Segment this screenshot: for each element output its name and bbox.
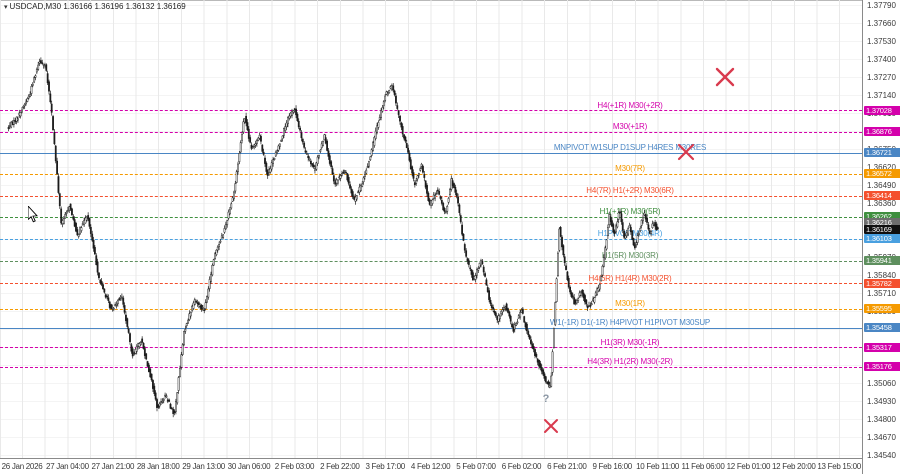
time-tick: 29 Jan 13:00 [182,462,225,471]
time-tick: 6 Feb 02:00 [501,462,542,471]
time-tick: 6 Feb 21:00 [547,462,587,471]
price-tick: 1.37400 [867,54,896,64]
time-tick: 27 Jan 21:00 [91,462,135,471]
level-label: H4(7R) H1(+2R) M30(6R) [586,186,674,195]
price-tick: 1.35710 [867,288,896,298]
price-badge: 1.35941 [864,256,900,266]
level-label: H4(6R) H1(4R) M30(2R) [588,273,672,283]
level-label: M30(7R) [615,164,645,174]
horizontal-level-line[interactable] [0,308,862,310]
chart-ohlc-values: 1.36166 1.36196 1.36132 1.36169 [63,2,186,11]
time-tick: 10 Feb 11:00 [636,462,680,471]
chart-title: ▾ USDCAD,M30 1.36166 1.36196 1.36132 1.36… [4,2,186,11]
question-marker[interactable]: ? [542,393,550,405]
chart-plot-area[interactable]: ▾ USDCAD,M30 1.36166 1.36196 1.36132 1.36… [0,0,862,458]
price-tick: 1.34930 [867,396,896,406]
price-badge: 1.35458 [864,323,900,333]
time-tick: 2 Feb 03:00 [274,462,315,471]
horizontal-level-line[interactable] [0,283,862,284]
horizontal-level-line[interactable] [0,327,862,329]
time-tick: 12 Feb 20:00 [772,462,816,471]
level-label: H1PIVOT M30(4R) [597,229,663,239]
price-badge: 1.36216 [864,218,900,228]
price-axis[interactable]: 1.37790 1.37660 1.37530 1.37400 1.37270 1.371… [862,0,900,474]
horizontal-level-line[interactable] [0,238,862,240]
price-badge: 1.35782 [864,278,900,288]
price-badge: 1.36262 [864,212,900,222]
price-tick: 1.37140 [867,90,896,100]
time-tick: 27 Jan 04:00 [46,462,89,471]
level-label: MNPIVOT W1SUP D1SUP H4RES M30RES [553,143,707,153]
time-tick: 9 Feb 16:00 [592,462,632,471]
chart-symbol-period: USDCAD,M30 [9,2,62,11]
price-badge: 1.36169 [864,224,900,234]
horizontal-level-line[interactable] [0,152,862,154]
horizontal-level-line[interactable] [0,110,862,112]
time-tick: 26 Jan 2026 [1,462,43,471]
horizontal-level-line[interactable] [0,366,862,368]
price-tick: 1.34800 [867,414,896,424]
price-tick: 1.36360 [867,198,896,208]
level-label: H1(5R) M30(3R) [601,251,659,261]
price-badge: 1.36572 [864,169,900,179]
horizontal-level-line[interactable] [0,173,862,175]
price-badge: 1.36414 [864,191,900,200]
horizontal-level-line[interactable] [0,195,862,197]
horizontal-level-line[interactable] [0,347,862,349]
time-tick: 13 Feb 15:00 [817,462,861,471]
price-badge: 1.36721 [864,148,900,158]
chart-menu-icon[interactable]: ▾ [4,4,8,11]
time-tick: 3 Feb 17:00 [365,462,405,471]
horizontal-level-line[interactable] [0,131,862,133]
time-tick: 12 Feb 01:00 [726,462,771,471]
x-marker[interactable] [715,67,735,87]
price-badge: 1.35595 [864,304,900,314]
markers-layer [544,67,735,433]
mouse-cursor [28,206,38,223]
x-marker[interactable] [677,143,695,161]
level-label: M30(+1R) [612,122,648,132]
price-badge: 1.36103 [864,234,900,244]
time-tick: 4 Feb 12:00 [410,462,451,471]
level-label: H4(3R) H1(2R) M30(-2R) [587,357,673,367]
price-tick: 1.37270 [867,72,896,82]
level-label: H4(+1R) M30(+2R) [597,100,663,110]
price-tick: 1.37660 [867,18,896,28]
level-label: W1(-1R) D1(-1R) H4PIVOT H1PIVOT M30SUP [549,318,711,328]
level-label: H1(3R) M30(-1R) [600,337,660,347]
price-badge: 1.37028 [864,105,900,115]
price-tick: 1.34670 [867,432,896,442]
time-tick: 5 Feb 07:00 [456,462,496,471]
price-tick: 1.37790 [867,0,896,10]
time-tick: 28 Jan 18:00 [136,462,180,471]
price-tick: 1.35060 [867,378,896,388]
price-tick: 1.37530 [867,36,896,46]
candlestick-canvas[interactable] [0,0,862,458]
x-marker[interactable] [544,419,558,433]
time-tick: 11 Feb 06:00 [681,462,725,471]
price-badge: 1.35176 [864,362,900,372]
time-tick: 30 Jan 06:00 [227,462,271,471]
level-label: M30(1R) [615,299,645,309]
price-badge: 1.36876 [864,127,900,137]
price-tick: 1.34540 [867,450,896,460]
horizontal-level-line[interactable] [0,260,862,262]
price-tick: 1.36620 [867,162,896,172]
time-axis[interactable]: 26 Jan 2026 27 Jan 04:00 27 Jan 21:00 28 Ja… [0,458,862,474]
horizontal-level-line[interactable] [0,216,862,218]
price-tick: 1.36490 [867,180,896,190]
price-tick: 1.35840 [867,270,896,280]
level-label: H1(+1R) M30(5R) [599,207,661,217]
time-tick: 2 Feb 22:00 [320,462,360,471]
price-badge: 1.35317 [864,342,900,352]
